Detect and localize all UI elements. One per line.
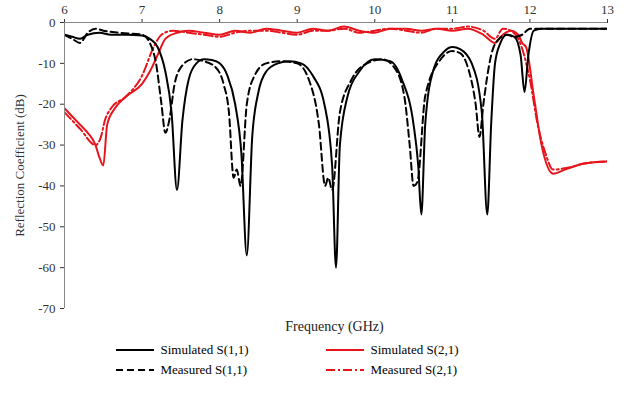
html-text:Measured S(1,1): Measured S(1,1): [160, 362, 248, 377]
svg-text:Reflection Coefficient (dB): Reflection Coefficient (dB): [12, 94, 27, 237]
html-text:Simulated S(1,1): Simulated S(1,1): [160, 342, 249, 357]
svg-text:-40: -40: [38, 178, 55, 193]
svg-text:7: 7: [139, 2, 146, 17]
html-text:Frequency (GHz): Frequency (GHz): [285, 319, 384, 334]
svg-text:13: 13: [601, 2, 614, 17]
svg-text:10: 10: [368, 2, 381, 17]
svg-text:-70: -70: [38, 301, 55, 316]
svg-text:-10: -10: [38, 56, 55, 71]
svg-text:-50: -50: [38, 219, 55, 234]
html-text:Simulated S(2,1): Simulated S(2,1): [370, 342, 459, 357]
svg-text:8: 8: [216, 2, 223, 17]
html-text:Measured S(2,1): Measured S(2,1): [370, 362, 458, 377]
svg-text:0: 0: [49, 15, 56, 30]
svg-text:11: 11: [446, 2, 459, 17]
svg-text:12: 12: [523, 2, 536, 17]
svg-text:-20: -20: [38, 96, 55, 111]
svg-text:-60: -60: [38, 260, 55, 275]
svg-text:6: 6: [61, 2, 68, 17]
svg-text:-30: -30: [38, 137, 55, 152]
svg-text:9: 9: [294, 2, 301, 17]
